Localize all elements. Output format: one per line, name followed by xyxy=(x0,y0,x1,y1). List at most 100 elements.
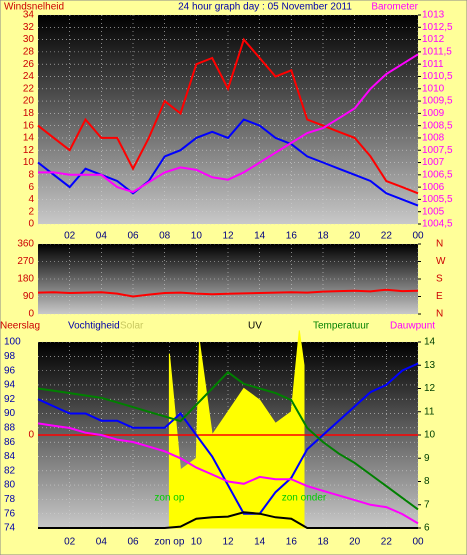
x-tick-label: 02 xyxy=(64,537,76,548)
legend-entry: Solar xyxy=(120,321,144,332)
y2-tick-label: E xyxy=(436,291,443,302)
x-tick-label: 04 xyxy=(96,537,108,548)
y2-tick-label: 1007,5 xyxy=(422,145,453,156)
y-tick-label: 270 xyxy=(17,256,34,267)
series-line xyxy=(38,53,419,194)
x-tick-label: 22 xyxy=(381,231,393,242)
x-tick-label: 18 xyxy=(317,231,329,242)
y-tick-label: 82 xyxy=(4,465,16,476)
y-tick-label: 74 xyxy=(4,523,16,534)
y2-tick-label: 1011 xyxy=(422,59,444,70)
y2-tick-label: S xyxy=(436,274,443,285)
y2-label: Barometer xyxy=(371,2,418,13)
series-line xyxy=(37,288,419,298)
y-tick-label: 98 xyxy=(4,351,16,362)
x-tick-label: 14 xyxy=(254,231,266,242)
y-tick-label: 92 xyxy=(4,394,16,405)
y2-tick-label: 1008,5 xyxy=(422,120,453,131)
y-tick-label: 88 xyxy=(4,422,16,433)
x-tick-label: 22 xyxy=(381,537,393,548)
y2-tick-label: 1006,5 xyxy=(422,169,453,180)
y-tick-label: 26 xyxy=(23,59,35,70)
y2-tick-label: 6 xyxy=(424,523,430,534)
y-tick-label: 2 xyxy=(28,206,34,217)
y2-tick-label: N xyxy=(436,239,443,250)
y2-tick-label: 1013 xyxy=(422,10,445,21)
y2-tick-label: 1005 xyxy=(422,206,445,217)
x-tick-label: 12 xyxy=(222,537,234,548)
y-tick-label: 90 xyxy=(4,408,16,419)
y2-tick-label: 7 xyxy=(424,499,430,510)
y-tick-label: 20 xyxy=(23,96,35,107)
x-tick-label: 08 xyxy=(159,231,171,242)
y2-tick-label: 1005,5 xyxy=(422,194,453,205)
legend-entry: Dauwpunt xyxy=(390,321,435,332)
annotation: zon onder xyxy=(282,493,327,504)
legend-entry: UV xyxy=(248,321,262,332)
y-tick-label: 84 xyxy=(4,451,16,462)
y-tick-label: 10 xyxy=(23,157,35,168)
y2-tick-label: 1004,5 xyxy=(422,219,453,230)
y2-tick-label: 12 xyxy=(424,383,436,394)
x-tick-label: 06 xyxy=(127,537,139,548)
x-tick-label: 10 xyxy=(191,537,203,548)
y-tick-label: 100 xyxy=(4,337,21,348)
y2-tick-label: 1012 xyxy=(422,34,445,45)
annotation: zon op xyxy=(154,493,184,504)
series-line xyxy=(37,37,419,195)
y-tick-label: 76 xyxy=(4,508,16,519)
y-tick-label: 8 xyxy=(28,169,34,180)
x-tick-label: 00 xyxy=(412,231,424,242)
y2-tick-label: 1010,5 xyxy=(422,71,453,82)
x-tick-label: 16 xyxy=(286,231,298,242)
y-tick-label: 24 xyxy=(23,71,35,82)
y-tick-label: 30 xyxy=(23,34,35,45)
y2-tick-label: 9 xyxy=(424,453,430,464)
y2-tick-label: W xyxy=(436,256,446,267)
y2-tick-label: 1009,5 xyxy=(422,96,453,107)
y-tick-label: 0 xyxy=(28,219,34,230)
x-tick-label: 10 xyxy=(191,231,203,242)
y-tick-label: 34 xyxy=(23,10,35,21)
y-tick-label: 12 xyxy=(23,145,35,156)
y2-tick-label: 1011,5 xyxy=(422,47,452,58)
x-tick-label: 20 xyxy=(349,231,361,242)
y-tick-label: 360 xyxy=(17,239,34,250)
x-tick-label: 04 xyxy=(96,231,108,242)
y2-tick-label: 1007 xyxy=(422,157,445,168)
y2-tick-label: N xyxy=(436,309,443,320)
y3-tick-label: 0 xyxy=(28,430,34,441)
x-tick-label: 00 xyxy=(412,537,424,548)
x-tick-label: 12 xyxy=(222,231,234,242)
series-line xyxy=(38,511,418,529)
series-line xyxy=(37,370,419,511)
chart-title: 24 hour graph day : 05 November 2011 xyxy=(178,2,352,13)
y2-tick-label: 13 xyxy=(424,360,436,371)
x-tick-label: 16 xyxy=(286,537,298,548)
y2-tick-label: 11 xyxy=(424,406,435,417)
x-tick-label: 02 xyxy=(64,231,76,242)
y2-tick-label: 14 xyxy=(424,337,436,348)
y-tick-label: 80 xyxy=(4,480,16,491)
y-tick-label: 28 xyxy=(23,47,35,58)
y-tick-label: 32 xyxy=(23,22,35,33)
y-tick-label: 94 xyxy=(4,380,16,391)
y2-tick-label: 1010 xyxy=(422,83,445,94)
y-tick-label: 0 xyxy=(28,309,34,320)
y-tick-label: 86 xyxy=(4,437,16,448)
x-tick-label: 20 xyxy=(349,537,361,548)
y2-tick-label: 8 xyxy=(424,476,430,487)
y-tick-label: 96 xyxy=(4,365,16,376)
y-label: Windsnelheid xyxy=(4,2,64,13)
y2-tick-label: 10 xyxy=(424,430,436,441)
y-tick-label: 22 xyxy=(23,83,35,94)
y-tick-label: 90 xyxy=(23,291,35,302)
y-tick-label: 6 xyxy=(28,182,34,193)
y-tick-label: 180 xyxy=(17,274,34,285)
y2-tick-label: 1012,5 xyxy=(422,22,453,33)
legend-entry: Neerslag xyxy=(0,321,40,332)
legend-entry: Vochtigheid xyxy=(68,321,120,332)
series-line xyxy=(37,422,419,525)
y2-tick-label: 1008 xyxy=(422,133,445,144)
